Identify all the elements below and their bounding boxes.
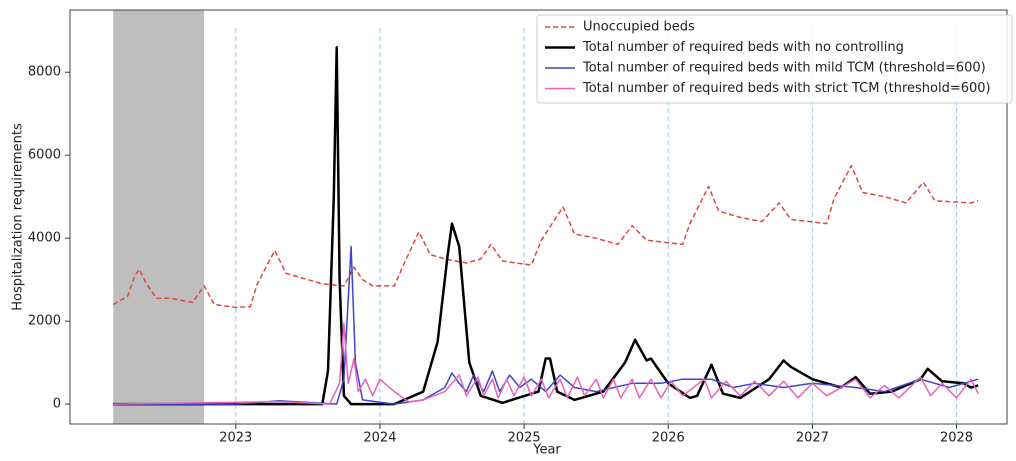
x-tick-label: 2027 [796, 431, 829, 446]
legend-label: Total number of required beds with stric… [582, 81, 991, 96]
y-tick-label: 6000 [28, 148, 61, 163]
series-line [113, 322, 979, 405]
legend-label: Unoccupied beds [583, 20, 695, 35]
x-tick-label: 2028 [940, 431, 973, 446]
series-line [112, 164, 979, 309]
series-line [113, 245, 979, 405]
y-tick-label: 4000 [28, 231, 61, 246]
x-axis-label: Year [532, 443, 561, 458]
legend-label: Total number of required beds with no co… [582, 40, 904, 55]
shaded-span [113, 10, 205, 424]
x-tick-label: 2025 [508, 431, 541, 446]
series-line [113, 46, 979, 406]
legend-label: Total number of required beds with mild … [582, 61, 986, 76]
y-tick-label: 0 [53, 397, 61, 412]
legend-box [536, 14, 1013, 104]
plot-frame [69, 9, 1008, 425]
y-tick-label: 8000 [28, 65, 61, 80]
y-tick-label: 2000 [28, 314, 61, 329]
y-axis-label: Hospitalization requirements [11, 123, 26, 311]
x-tick-label: 2023 [219, 431, 252, 446]
x-tick-label: 2024 [363, 431, 396, 446]
x-tick-label: 2026 [652, 431, 685, 446]
